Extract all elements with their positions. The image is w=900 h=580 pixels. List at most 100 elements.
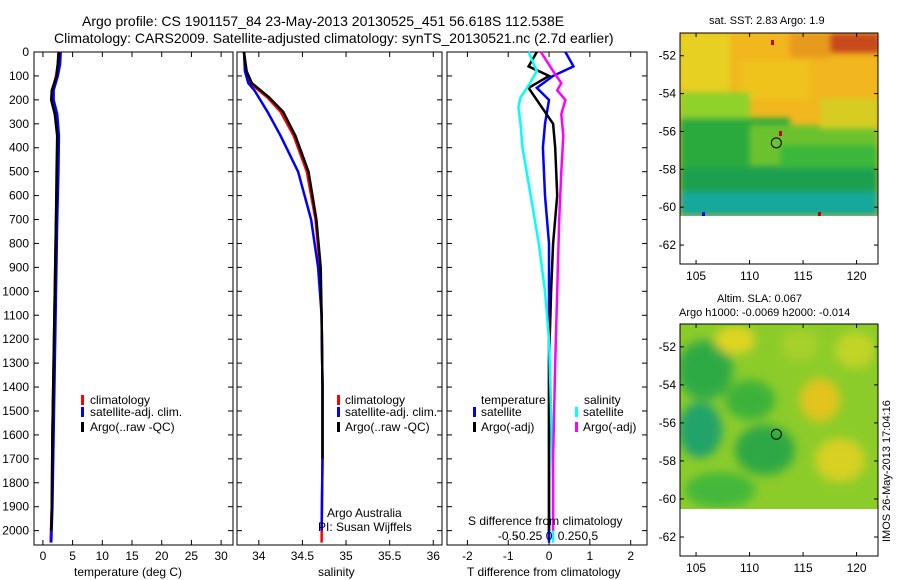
difference-stick-label: 0 [546,529,553,543]
sla-map-subtitle: Argo h1000: -0.0069 h2000: -0.014 [679,307,850,319]
salinity-xtick-label: 35.5 [378,549,402,563]
sla-patch [680,340,733,400]
salinity-legend: climatology satellite-adj. clim. Argo(..… [337,393,437,434]
sst-speck [702,212,705,216]
depth-tick-label: 1700 [2,452,29,466]
sst-patch [820,98,878,128]
depth-tick-label: 1900 [2,500,29,514]
depth-tick-label: 700 [9,213,29,227]
temperature-xtick-label: 0 [40,549,47,563]
temperature-plot: 0 5 10 15 20 25 30 [40,51,228,563]
map-ytick-label: -54 [659,378,677,392]
map-ytick-label: -54 [659,87,677,101]
sst-field [680,33,878,216]
sst-speck [771,40,774,45]
salinity-xtick-label: 36 [427,549,441,563]
salinity-xtick-label: 34.5 [291,549,315,563]
legend-swatch-satellite [337,407,340,417]
legend-label-s-satellite: satellite [583,405,624,419]
map-ytick-label: -62 [659,238,677,252]
footer-stamp: IMOS 26-May-2013 17:04:16 [881,400,893,542]
map-ytick-label: -56 [659,416,677,430]
sla-patch [680,402,722,458]
difference-xtick-label: 2 [627,549,634,563]
map-ytick-label: -56 [659,124,677,138]
difference-stick-label: 0.5 [582,529,599,543]
salinity-series-climatology [242,51,324,543]
temperature-xtick-label: 5 [69,549,76,563]
legend-label-argo: Argo(..raw -QC) [90,420,175,434]
depth-tick-label: 300 [9,117,29,131]
temperature-plot-frame [33,51,234,546]
sla-patch [735,425,795,475]
depth-tick-label: 400 [9,141,29,155]
salinity-plot-frame [236,51,443,546]
map-ytick-label: -58 [659,162,677,176]
depth-axis: 0 100 200 300 400 500 600 700 800 900 1000 1100 1200… [2,45,647,538]
depth-tick-label: 500 [9,165,29,179]
legend-swatch-climatology [337,395,340,405]
depth-tick-label: 1100 [3,308,29,322]
sst-patch [680,33,730,91]
temperature-xtick-label: 20 [155,549,169,563]
difference-series-s-argo-adj- [539,51,567,531]
header-line2: Climatology: CARS2009. Satellite-adjuste… [54,30,614,46]
difference-stick-label: 0.25 [558,529,582,543]
difference-xtick-label: -2 [462,549,473,563]
map-xtick-label: 115 [794,269,813,283]
sla-patch [835,332,875,368]
legend-swatch-argo [81,422,84,432]
salinity-plot: 34 34.5 35 35.5 36 [242,51,441,563]
map-xtick-label: 110 [740,561,759,575]
legend-header-temperature: temperature [481,393,546,407]
legend-label-s-argo: Argo(-adj) [583,420,636,434]
legend-swatch-s-satellite [575,407,578,417]
sla-patch [725,380,775,420]
sst-patch [825,33,878,53]
sla-patch [815,438,865,482]
depth-tick-label: 1500 [2,404,29,418]
sla-map-axes: 105 110 115 120 -52 -54 -56 -58 -60 -62 [659,324,878,575]
sla-map-title: Altim. SLA: 0.067 [717,293,802,305]
annotation-pi: PI: Susan Wijffels [318,520,412,534]
sst-map-axes: 105 110 115 120 -52 -54 -56 -58 -60 -62 [659,33,878,283]
salinity-xlabel: salinity [318,565,355,579]
salinity-series-argo-raw-qc- [242,51,324,459]
depth-tick-label: 1400 [2,380,29,394]
difference-plot-frame [446,51,648,546]
depth-tick-label: 600 [9,189,29,203]
annotation-institution: Argo Australia [327,506,402,520]
map-xtick-label: 120 [847,269,867,283]
legend-label-t-satellite: satellite [481,405,522,419]
sst-map: sat. SST: 2.83 Argo: 1.9 105 [659,15,879,283]
difference-xlabel-top: S difference from climatology [468,514,623,528]
depth-tick-label: 1800 [2,476,29,490]
difference-series-t-satellite [534,51,576,543]
salinity-xtick-label: 34 [252,549,266,563]
legend-swatch-satellite [81,407,84,417]
temperature-xlabel: temperature (deg C) [74,565,182,579]
depth-tick-label: 1200 [2,332,29,346]
difference-stick-label: -0.25 [515,529,543,543]
difference-xtick-label: 0 [546,549,553,563]
sst-patch [680,92,750,122]
sst-patch [790,33,830,58]
map-xtick-label: 110 [740,269,759,283]
depth-tick-label: 2000 [2,524,29,538]
sla-map-frame [679,323,879,557]
depth-tick-label: 800 [9,236,29,250]
sst-patch [740,60,810,100]
depth-tick-label: 200 [9,93,29,107]
depth-tick-label: 1300 [2,356,29,370]
difference-xtick-label: 1 [587,549,594,563]
sla-patch [782,329,818,361]
map-ytick-label: -62 [659,530,677,544]
temperature-xtick-label: 10 [96,549,110,563]
sst-map-title: sat. SST: 2.83 Argo: 1.9 [709,15,825,27]
sla-patch [800,378,840,422]
temperature-xtick-label: 15 [125,549,139,563]
header-line1: Argo profile: CS 1901157_84 23-May-2013 … [82,13,564,29]
sst-map-frame [679,32,879,265]
legend-label-argo: Argo(..raw -QC) [345,420,430,434]
legend-swatch-s-argo [575,422,578,432]
